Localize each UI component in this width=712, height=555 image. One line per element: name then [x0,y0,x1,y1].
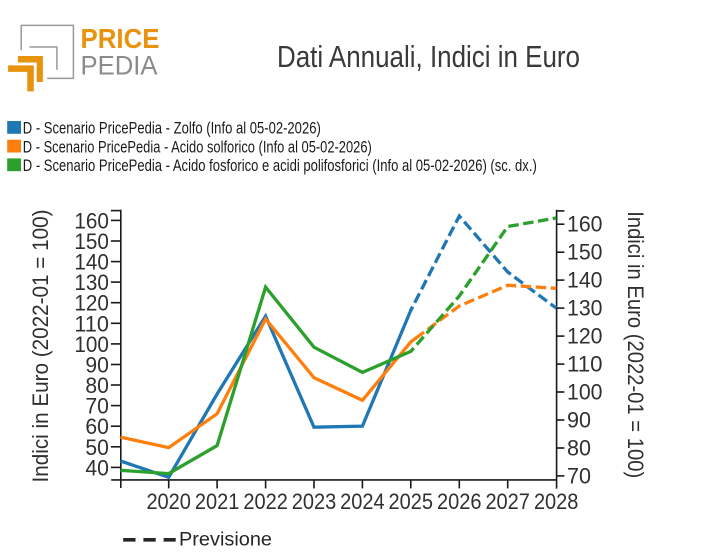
svg-text:D - Scenario PricePedia - Zolf: D - Scenario PricePedia - Zolfo (Info al… [23,119,321,138]
svg-text:D - Scenario PricePedia - Acid: D - Scenario PricePedia - Acido fosforic… [23,156,537,175]
svg-text:40: 40 [85,455,109,480]
svg-text:PEDIA: PEDIA [81,50,158,80]
svg-text:Indici in Euro (2022-01 = 100): Indici in Euro (2022-01 = 100) [28,210,53,483]
svg-text:Indici in Euro (2022-01 = 100): Indici in Euro (2022-01 = 100) [623,211,648,478]
svg-text:2026: 2026 [437,489,482,514]
svg-text:2028: 2028 [534,489,579,514]
svg-text:2024: 2024 [340,489,385,514]
svg-text:2021: 2021 [195,489,240,514]
svg-text:90: 90 [85,353,109,378]
svg-text:50: 50 [85,435,109,460]
svg-text:PRICE: PRICE [81,23,160,54]
svg-text:80: 80 [85,373,109,398]
svg-text:D - Scenario PricePedia - Acid: D - Scenario PricePedia - Acido solforic… [23,137,372,156]
svg-text:2020: 2020 [146,489,191,514]
svg-text:2027: 2027 [485,489,530,514]
svg-text:90: 90 [567,407,591,432]
svg-text:120: 120 [74,291,109,316]
svg-text:130: 130 [567,296,603,321]
svg-text:70: 70 [85,394,109,419]
svg-text:Dati Annuali, Indici in Euro: Dati Annuali, Indici in Euro [277,40,580,74]
svg-text:70: 70 [567,463,591,488]
svg-text:120: 120 [567,324,603,349]
svg-text:80: 80 [567,435,591,460]
svg-text:130: 130 [74,270,109,295]
svg-text:110: 110 [567,352,603,377]
svg-text:140: 140 [567,268,603,293]
svg-text:100: 100 [74,332,109,357]
svg-text:160: 160 [74,208,109,233]
svg-text:60: 60 [85,414,109,439]
svg-text:160: 160 [567,212,603,237]
svg-text:150: 150 [74,229,109,254]
svg-text:110: 110 [74,311,109,336]
svg-text:150: 150 [567,240,603,265]
svg-text:2023: 2023 [292,489,337,514]
svg-text:Previsione: Previsione [179,529,272,550]
svg-text:2025: 2025 [389,489,434,514]
svg-text:100: 100 [567,379,603,404]
svg-text:2022: 2022 [243,489,288,514]
svg-text:140: 140 [74,250,109,275]
